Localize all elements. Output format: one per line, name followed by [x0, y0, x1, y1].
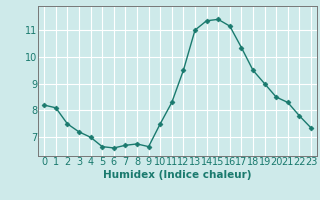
X-axis label: Humidex (Indice chaleur): Humidex (Indice chaleur)	[103, 170, 252, 180]
